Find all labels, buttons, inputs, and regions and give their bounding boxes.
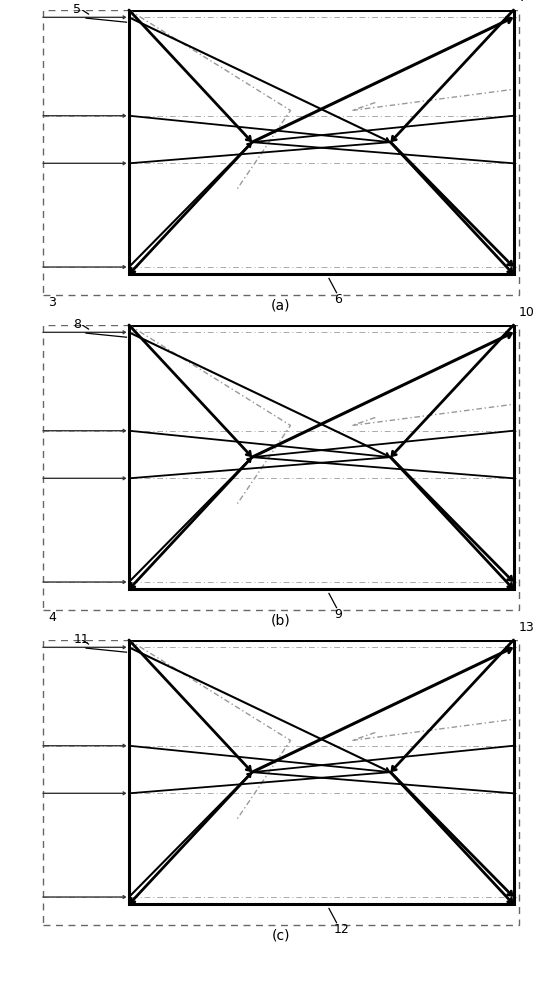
Text: 11: 11 [73, 633, 89, 646]
Text: 3: 3 [48, 296, 56, 309]
Text: (c): (c) [271, 929, 290, 943]
Text: 7: 7 [519, 0, 527, 4]
Text: 4: 4 [48, 611, 56, 624]
Bar [129, 640, 514, 904]
Text: 6: 6 [334, 293, 342, 306]
Text: 8: 8 [73, 318, 81, 331]
Text: 10: 10 [519, 306, 534, 319]
Text: 9: 9 [334, 608, 342, 621]
Bar [129, 325, 514, 589]
Text: (b): (b) [271, 614, 291, 628]
Text: 12: 12 [334, 923, 350, 936]
Text: 5: 5 [73, 3, 81, 16]
Bar [129, 10, 514, 274]
Text: 13: 13 [519, 621, 534, 634]
Text: (a): (a) [271, 299, 291, 313]
